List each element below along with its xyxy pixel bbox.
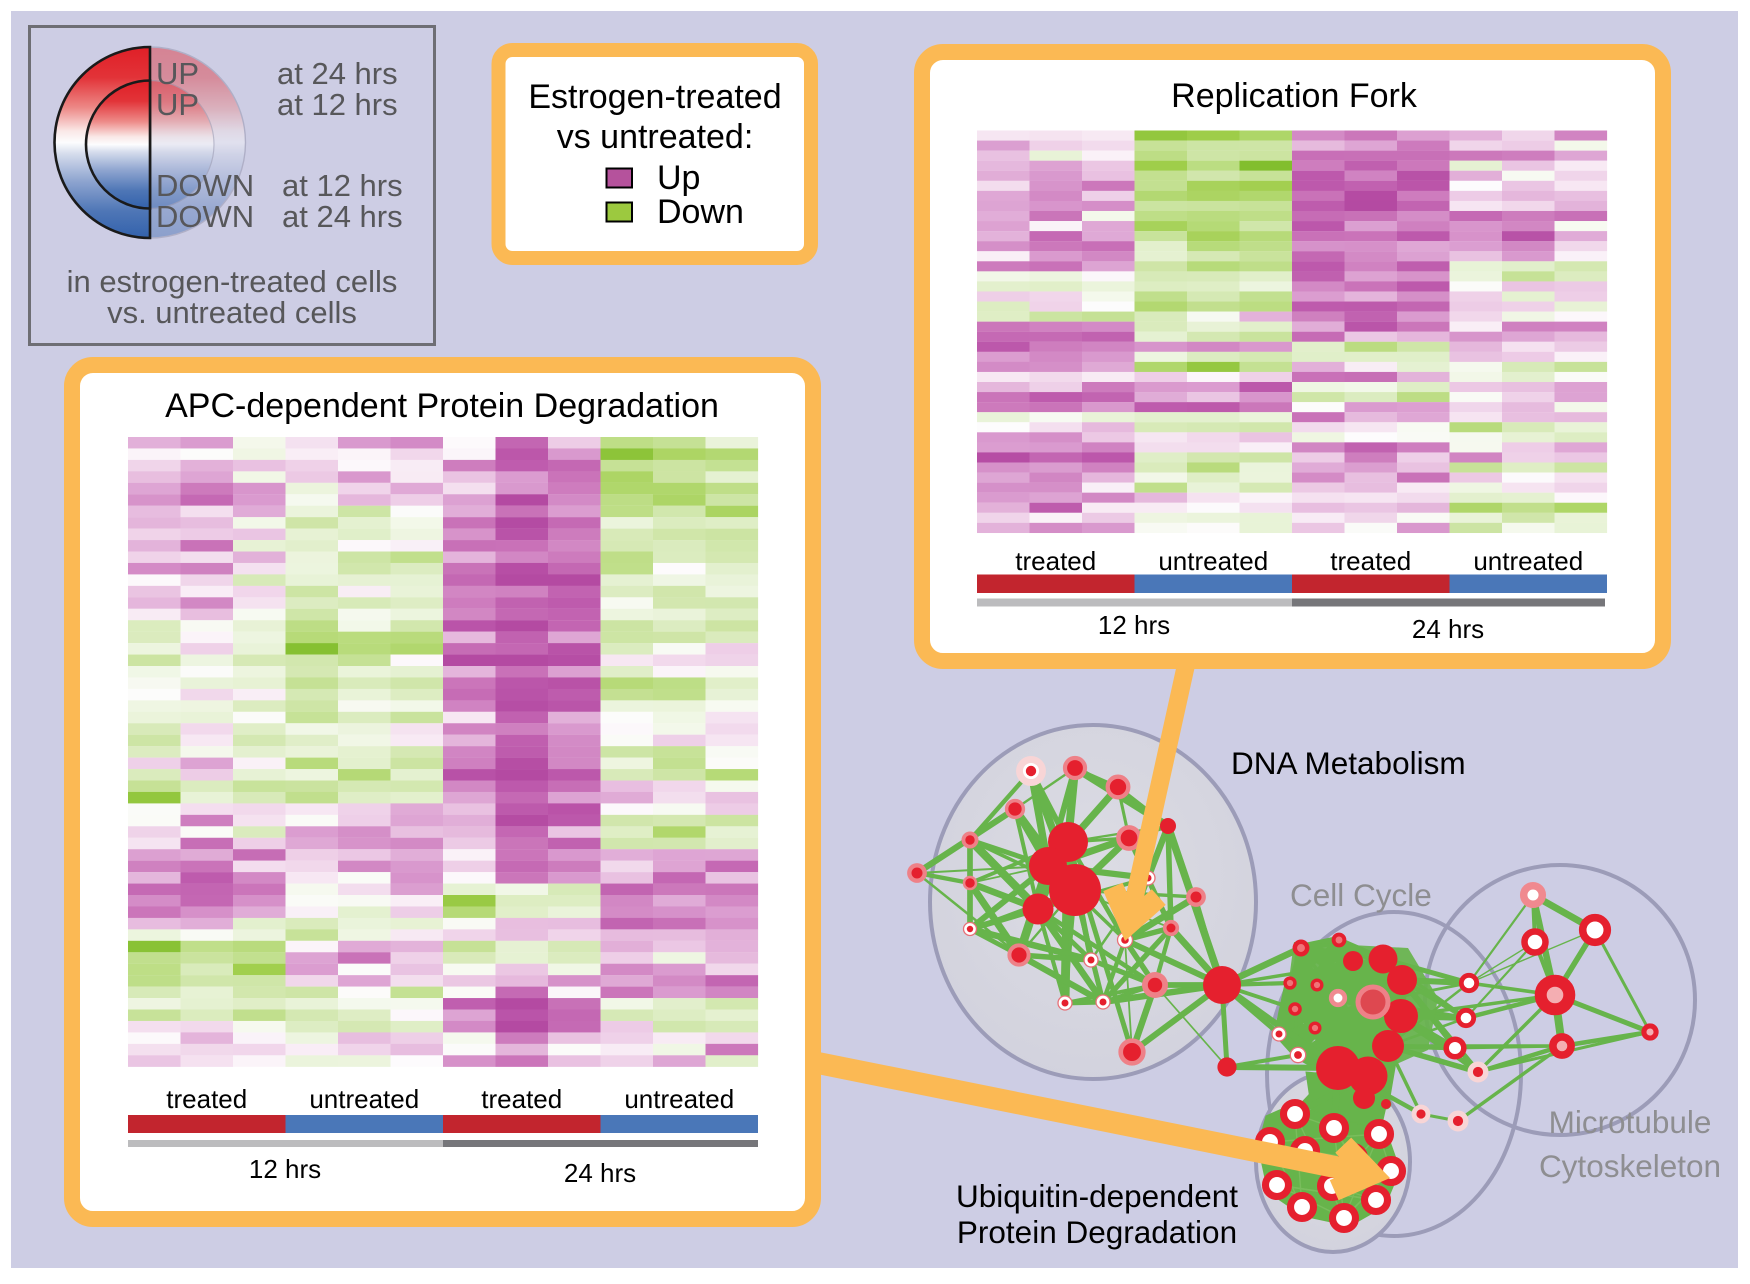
svg-text:Microtubule: Microtubule [1549, 1104, 1712, 1140]
svg-text:Down: Down [657, 193, 744, 231]
svg-text:Ubiquitin-dependent: Ubiquitin-dependent [956, 1178, 1238, 1214]
svg-text:DOWN: DOWN [156, 199, 254, 234]
svg-text:treated: treated [1015, 546, 1096, 576]
svg-text:in estrogen-treated cells: in estrogen-treated cells [67, 264, 398, 299]
svg-text:24 hrs: 24 hrs [1412, 614, 1484, 644]
svg-text:Up: Up [657, 159, 700, 197]
svg-text:treated: treated [166, 1084, 247, 1114]
svg-text:Cytoskeleton: Cytoskeleton [1539, 1148, 1721, 1184]
svg-text:treated: treated [481, 1084, 562, 1114]
svg-text:untreated: untreated [624, 1084, 734, 1114]
svg-text:at 12 hrs: at 12 hrs [282, 168, 403, 203]
svg-text:24 hrs: 24 hrs [564, 1158, 636, 1188]
svg-text:at 12 hrs: at 12 hrs [277, 87, 398, 122]
svg-text:vs untreated:: vs untreated: [557, 118, 754, 156]
svg-text:DNA Metabolism: DNA Metabolism [1231, 745, 1466, 781]
svg-text:untreated: untreated [1473, 546, 1583, 576]
svg-text:untreated: untreated [1158, 546, 1268, 576]
svg-text:Replication Fork: Replication Fork [1171, 77, 1418, 115]
svg-text:APC-dependent Protein Degradat: APC-dependent Protein Degradation [165, 387, 719, 425]
svg-text:12 hrs: 12 hrs [1098, 610, 1170, 640]
svg-text:treated: treated [1330, 546, 1411, 576]
svg-text:DOWN: DOWN [156, 168, 254, 203]
svg-text:Estrogen-treated: Estrogen-treated [528, 78, 781, 116]
svg-text:Protein Degradation: Protein Degradation [957, 1214, 1237, 1250]
svg-text:vs. untreated cells: vs. untreated cells [107, 295, 357, 330]
svg-text:UP: UP [156, 87, 199, 122]
svg-text:at 24 hrs: at 24 hrs [282, 199, 403, 234]
svg-text:at 24 hrs: at 24 hrs [277, 56, 398, 91]
svg-text:12 hrs: 12 hrs [249, 1154, 321, 1184]
svg-text:UP: UP [156, 56, 199, 91]
svg-text:untreated: untreated [309, 1084, 419, 1114]
svg-text:Cell Cycle: Cell Cycle [1290, 877, 1432, 913]
